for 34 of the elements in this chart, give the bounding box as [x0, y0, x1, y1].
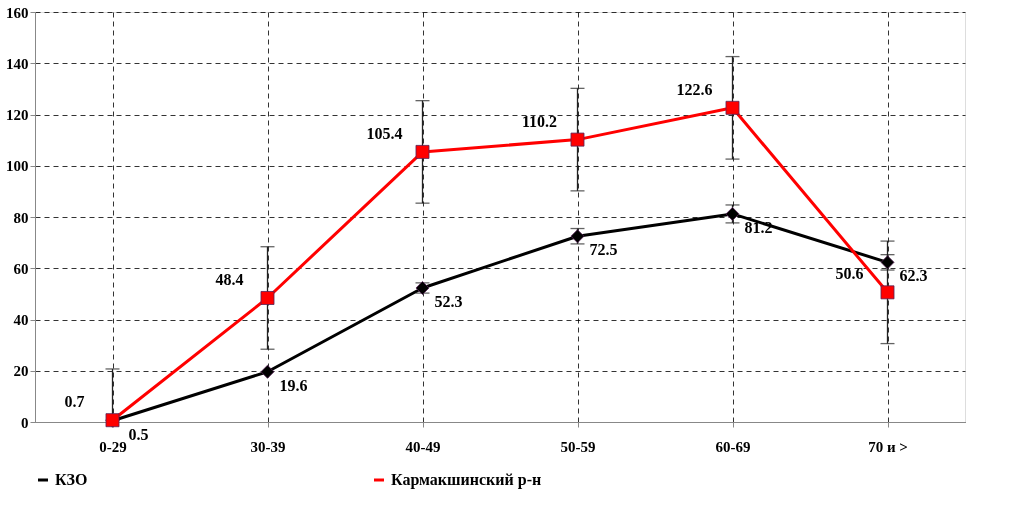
data-label: 48.4 — [215, 270, 244, 288]
x-tick-label: 40-49 — [405, 438, 441, 455]
data-label: 122.6 — [676, 80, 713, 98]
y-tick-label: 60 — [13, 260, 29, 277]
legend-label: Кармакшинский р-н — [391, 471, 542, 489]
x-tick-label: 30-39 — [250, 438, 286, 455]
data-label: 0.7 — [64, 393, 85, 411]
y-tick-label: 40 — [13, 312, 29, 328]
point — [570, 132, 585, 147]
data-label: 50.6 — [835, 265, 864, 283]
point — [415, 144, 430, 159]
y-tick-label: 160 — [6, 4, 29, 21]
point — [260, 291, 275, 305]
y-tick-label: 20 — [13, 363, 29, 380]
data-label: 105.4 — [366, 124, 403, 142]
y-tick-label: 100 — [6, 158, 29, 175]
y-tick-label: 80 — [13, 209, 29, 226]
point — [880, 285, 895, 300]
data-label: 110.2 — [521, 112, 558, 130]
data-label: 19.6 — [279, 376, 308, 394]
y-tick-label: 120 — [6, 107, 29, 123]
data-label: 52.3 — [434, 292, 463, 310]
point — [260, 364, 275, 379]
point — [725, 100, 740, 115]
data-label: 72.5 — [589, 241, 618, 259]
y-tick-label: 0 — [21, 414, 29, 431]
data-label: 62.3 — [899, 267, 928, 285]
y-tick-label: 140 — [6, 55, 29, 72]
x-tick-label: 0-29 — [99, 438, 127, 455]
x-tick-label: 60-69 — [715, 438, 751, 455]
x-tick-label: 50-59 — [560, 438, 596, 455]
legend-label: КЗО — [55, 471, 88, 488]
x-tick-label: 70 и > — [868, 438, 908, 455]
data-label: 0.5 — [128, 425, 149, 443]
